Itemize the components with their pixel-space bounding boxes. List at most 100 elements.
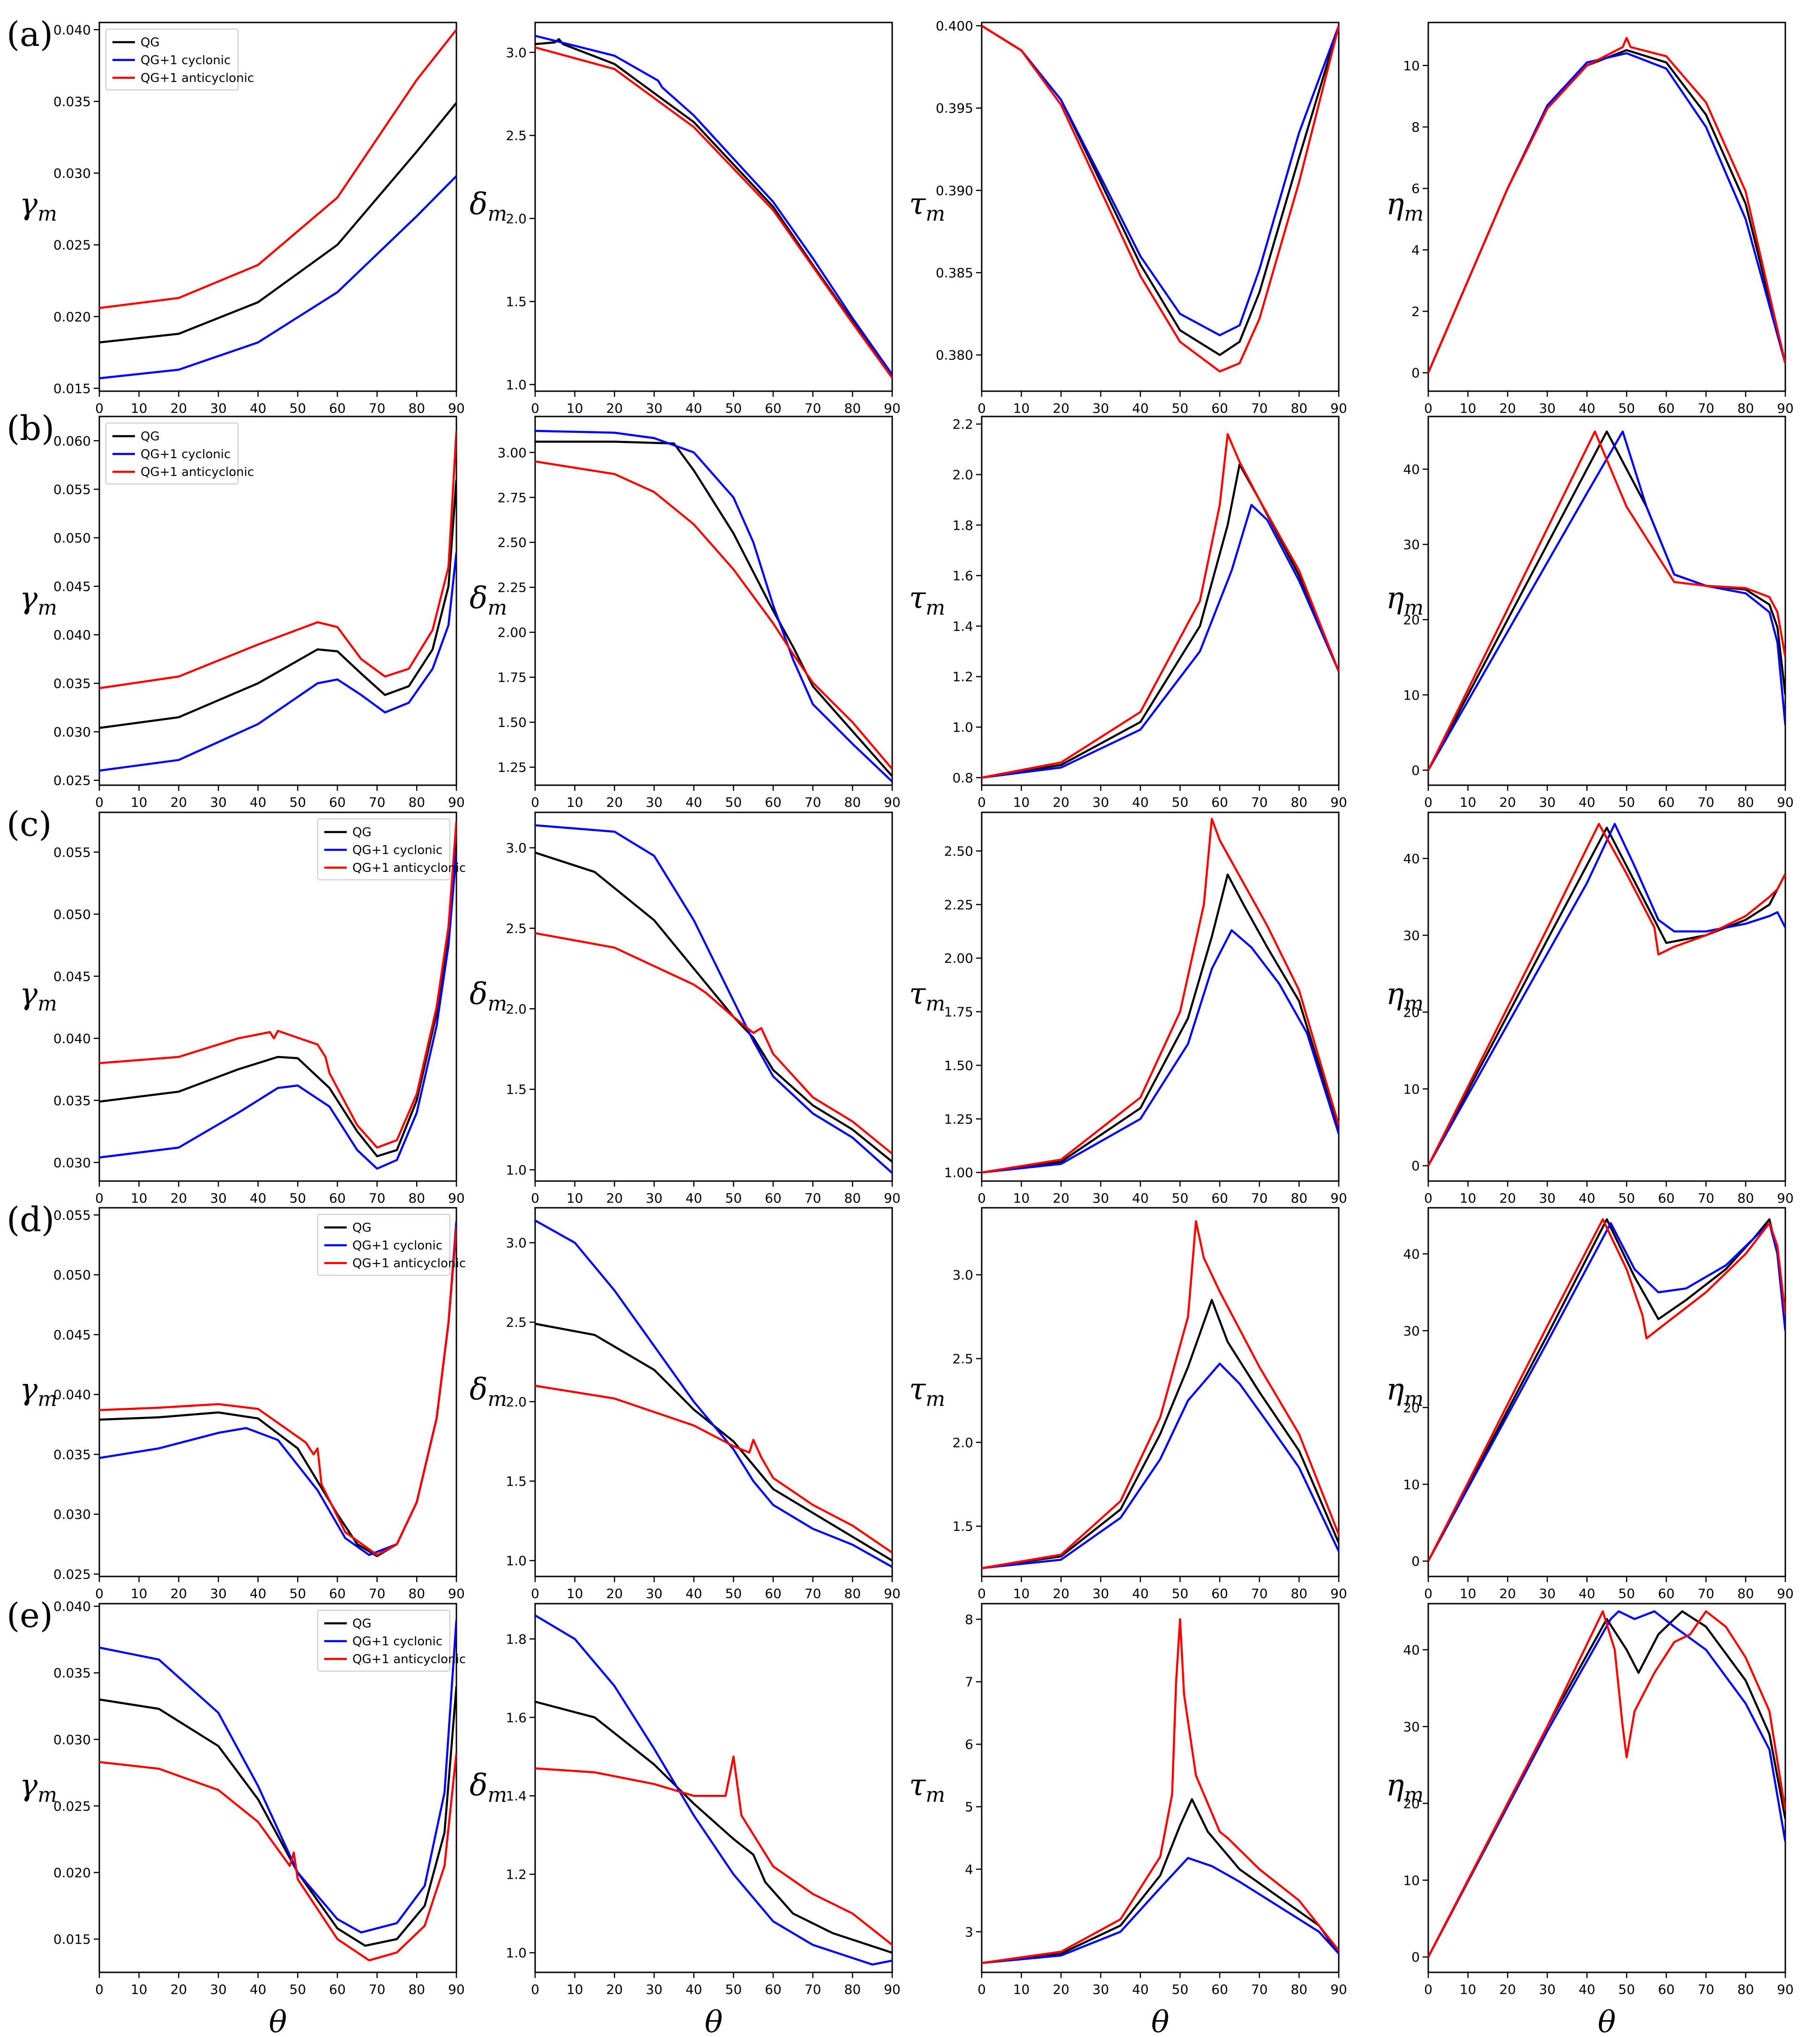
x-tick-label: 20 <box>606 1982 623 1997</box>
x-tick-label: 60 <box>329 1586 346 1601</box>
x-tick-label: 50 <box>1619 1190 1635 1206</box>
x-tick-label: 40 <box>250 795 267 810</box>
x-tick-label: 80 <box>844 1190 861 1206</box>
x-tick-label: 90 <box>1330 1982 1347 1997</box>
series-line-qg <box>982 1798 1339 1964</box>
y-tick-label: 1.0 <box>506 1162 527 1178</box>
plot-frame <box>981 811 1340 1182</box>
x-tick-label: 50 <box>290 795 306 810</box>
x-tick-label: 40 <box>1132 1982 1149 1997</box>
y-tick-label: 0.035 <box>53 1665 91 1681</box>
legend-label: QG+1 anticyclonic <box>141 465 254 479</box>
y-axis-subscript: m <box>488 202 507 226</box>
plot-frame <box>534 811 893 1182</box>
y-axis-label: ηm <box>1386 187 1424 226</box>
x-tick-label: 10 <box>567 401 583 416</box>
x-tick-label: 60 <box>329 1190 346 1206</box>
x-tick-label: 80 <box>1738 401 1754 416</box>
x-tick-label: 30 <box>646 401 663 416</box>
y-axis-symbol: δ <box>470 1372 488 1407</box>
x-tick-label: 40 <box>250 1982 267 1997</box>
x-tick-label: 30 <box>1539 401 1556 416</box>
x-tick-label: 90 <box>1330 401 1347 416</box>
x-tick-label: 50 <box>725 1586 742 1601</box>
x-tick-label: 80 <box>1291 401 1308 416</box>
legend-box <box>317 818 450 880</box>
y-tick-label: 3.0 <box>506 840 527 856</box>
x-tick-label: 90 <box>448 1586 465 1601</box>
series-line-qg <box>982 463 1339 779</box>
x-tick-label: 0 <box>95 795 104 810</box>
x-tick-label: 0 <box>95 1982 104 1997</box>
legend: QG QG+1 cyclonic QG+1 anticyclonic <box>317 818 466 880</box>
x-tick-label: 70 <box>1251 1982 1268 1997</box>
y-tick-label: 1.8 <box>506 1631 527 1647</box>
series-line-qg-1-anticyclonic <box>1428 37 1785 373</box>
series-line-qg-1-anticyclonic <box>1428 430 1785 771</box>
series-line-qg-1-anticyclonic <box>1428 1610 1785 1958</box>
x-axis-label: θ <box>1151 2005 1170 2037</box>
y-axis-subscript: m <box>37 202 57 226</box>
y-tick-label: 1.8 <box>952 518 973 533</box>
x-tick-label: 10 <box>567 1586 583 1601</box>
x-tick-label: 70 <box>805 795 821 810</box>
y-tick-label: 0.045 <box>53 1327 91 1343</box>
series-line-qg-1-cyclonic <box>535 430 892 782</box>
y-axis-label: τm <box>909 1372 945 1411</box>
x-tick-label: 60 <box>1658 795 1675 810</box>
y-axis-label: τm <box>909 581 945 620</box>
series-line-qg-1-cyclonic <box>1428 1610 1785 1958</box>
x-tick-label: 40 <box>1132 1586 1149 1601</box>
series-line-qg-1-cyclonic <box>99 552 456 772</box>
series-line-qg <box>535 851 892 1163</box>
x-tick-label: 90 <box>884 401 901 416</box>
y-axis-label: τm <box>909 977 945 1016</box>
y-axis-label: δm <box>470 1372 507 1411</box>
y-tick-label: 20 <box>1403 612 1420 628</box>
y-axis-subscript: m <box>925 992 945 1016</box>
x-tick-label: 50 <box>725 1190 742 1206</box>
y-tick-label: 6 <box>1411 181 1420 196</box>
y-axis-symbol: τ <box>909 187 926 222</box>
y-axis-label: γm <box>20 187 57 226</box>
y-tick-label: 5 <box>965 1799 973 1815</box>
x-tick-label: 90 <box>1777 1190 1794 1206</box>
y-axis-label: δm <box>470 977 507 1016</box>
panel-5-1: 0 10 20 30 40 50 60 70 80 90 0.015 0.020 0.025 0.030 0… <box>7 1596 466 2037</box>
y-tick-label: 0.045 <box>53 969 91 984</box>
plot-frame <box>1427 416 1786 786</box>
x-tick-label: 20 <box>1053 1982 1070 1997</box>
series-line-qg-1-cyclonic <box>535 824 892 1174</box>
y-tick-label: 0.050 <box>53 907 91 922</box>
series-line-qg-1-anticyclonic <box>99 431 456 690</box>
y-tick-label: 0 <box>1411 1949 1420 1965</box>
x-tick-label: 0 <box>977 1586 986 1601</box>
x-tick-label: 10 <box>1013 1982 1030 1997</box>
plot-frame <box>534 1207 893 1577</box>
y-tick-label: 0.030 <box>53 1507 91 1522</box>
x-tick-label: 30 <box>1092 401 1109 416</box>
y-tick-label: 0.045 <box>53 579 91 594</box>
x-tick-label: 50 <box>725 795 742 810</box>
x-tick-label: 0 <box>531 1982 539 1997</box>
y-tick-label: 0.395 <box>936 101 973 116</box>
x-tick-label: 40 <box>250 401 267 416</box>
series-line-qg <box>1428 826 1785 1167</box>
x-tick-label: 10 <box>1460 1586 1477 1601</box>
panel-2-3: 0 10 20 30 40 50 60 70 80 90 0.8 1.0 1.2 1.4 1.6 1.8 2.0… <box>909 416 1347 810</box>
x-tick-label: 80 <box>844 795 861 810</box>
x-tick-label: 0 <box>531 1586 539 1601</box>
x-tick-label: 40 <box>1579 1982 1596 1997</box>
x-tick-label: 40 <box>1579 401 1596 416</box>
y-tick-label: 1.50 <box>944 1058 973 1073</box>
legend-label: QG+1 cyclonic <box>352 1239 442 1253</box>
x-tick-label: 30 <box>210 1586 227 1601</box>
y-tick-label: 0.025 <box>53 773 91 788</box>
x-tick-label: 10 <box>567 795 583 810</box>
x-tick-label: 20 <box>171 795 187 810</box>
row-label: (e) <box>7 1596 53 1635</box>
x-tick-label: 80 <box>1291 1982 1308 1997</box>
x-tick-label: 60 <box>1658 1982 1675 1997</box>
x-tick-label: 30 <box>646 795 663 810</box>
y-tick-label: 3.0 <box>506 45 527 60</box>
